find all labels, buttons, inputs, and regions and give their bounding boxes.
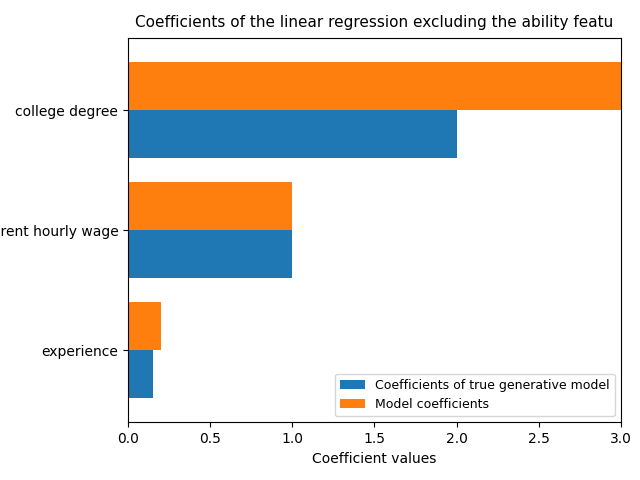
- Bar: [128, 110, 456, 158]
- Bar: [128, 182, 292, 230]
- X-axis label: Coefficient values: Coefficient values: [312, 452, 436, 466]
- Bar: [128, 62, 621, 110]
- Bar: [128, 230, 292, 278]
- Title: Coefficients of the linear regression excluding the ability featu: Coefficients of the linear regression ex…: [135, 15, 614, 30]
- Bar: [128, 302, 161, 350]
- Bar: [128, 350, 152, 398]
- Legend: Coefficients of true generative model, Model coefficients: Coefficients of true generative model, M…: [335, 374, 614, 416]
